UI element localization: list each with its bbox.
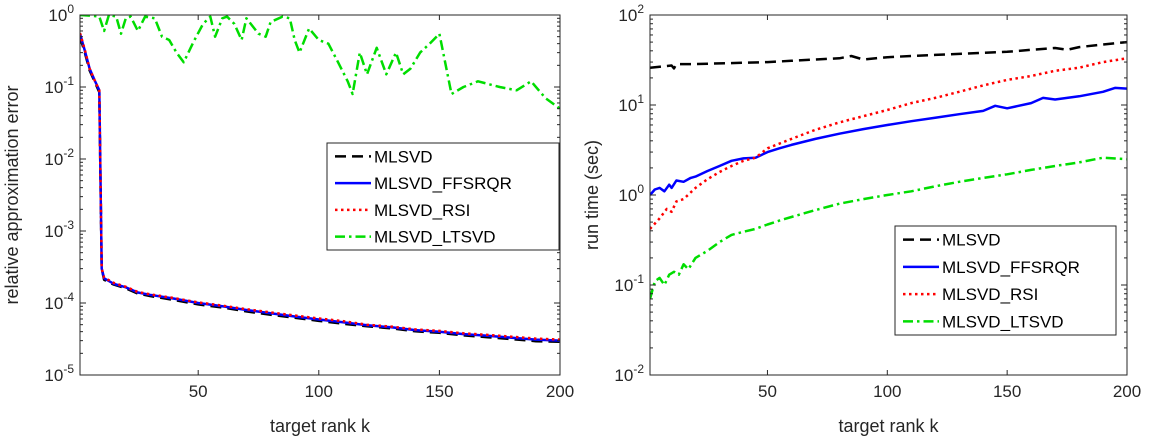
y-tick-base: 10 [44, 222, 63, 241]
legend-label: MLSVD_RSI [942, 285, 1038, 304]
y-tick-exponent: 0 [637, 182, 644, 196]
series-line-mlsvd-rsi [80, 32, 560, 341]
y-tick-label: 102 [618, 2, 644, 25]
y-tick-label: 10-1 [614, 272, 644, 295]
y-tick-exponent: 1 [637, 92, 644, 106]
x-tick-label: 100 [873, 382, 901, 401]
series-group [80, 15, 560, 343]
legend-label: MLSVD [942, 231, 1001, 250]
x-axis-label: target rank k [838, 416, 939, 436]
y-tick-base: 10 [618, 6, 637, 25]
axes-frame [79, 14, 561, 376]
y-tick-exponent: -1 [63, 74, 74, 88]
series-line-mlsvd-ffsrqr [650, 86, 1127, 196]
series-line-mlsvd-ltsvd [80, 15, 560, 110]
y-tick-label: 10-3 [44, 218, 74, 241]
legend-label: MLSVD [374, 147, 433, 166]
y-tick-label: 10-4 [44, 290, 74, 313]
legend: MLSVD MLSVD_FFSRQR MLSVD_RSI MLSVD_LTSVD [326, 142, 560, 251]
legend: MLSVD MLSVD_FFSRQR MLSVD_RSI MLSVD_LTSVD [894, 225, 1117, 336]
y-axis-label: relative approximation error [2, 85, 22, 304]
x-tick-label: 150 [425, 382, 453, 401]
y-tick-exponent: -4 [63, 290, 74, 304]
y-tick-base: 10 [44, 78, 63, 97]
y-tick-base: 10 [614, 366, 633, 385]
x-tick-label: 150 [993, 382, 1021, 401]
legend-label: MLSVD_RSI [374, 201, 470, 220]
x-axis-label: target rank k [270, 416, 371, 436]
x-tick-label: 200 [1113, 382, 1141, 401]
y-tick-base: 10 [44, 366, 63, 385]
y-tick-exponent: -5 [63, 362, 74, 376]
y-tick-exponent: 2 [637, 2, 644, 16]
legend-label: MLSVD_LTSVD [942, 312, 1064, 331]
y-tick-label: 100 [48, 2, 74, 25]
y-tick-exponent: -2 [633, 362, 644, 376]
y-tick-label: 10-2 [614, 362, 644, 385]
y-tick-label: 10-2 [44, 146, 74, 169]
legend-box [894, 225, 1117, 336]
y-tick-base: 10 [618, 96, 637, 115]
legend-label: MLSVD_FFSRQR [374, 174, 512, 193]
y-axis-label: run time (sec) [582, 140, 602, 250]
legend-box [326, 142, 560, 251]
x-tick-label: 200 [546, 382, 574, 401]
y-tick-base: 10 [618, 186, 637, 205]
y-tick-label: 100 [618, 182, 644, 205]
legend-label: MLSVD_FFSRQR [942, 258, 1080, 277]
y-tick-base: 10 [44, 150, 63, 169]
y-tick-exponent: 0 [67, 2, 74, 16]
x-tick-label: 50 [189, 382, 208, 401]
y-tick-label: 101 [618, 92, 644, 115]
series-line-mlsvd-ltsvd [650, 156, 1127, 300]
y-tick-exponent: -1 [633, 272, 644, 286]
x-tick-label: 50 [758, 382, 777, 401]
y-tick-label: 10-5 [44, 362, 74, 385]
y-tick-base: 10 [614, 276, 633, 295]
y-tick-exponent: -3 [63, 218, 74, 232]
y-tick-base: 10 [48, 6, 67, 25]
y-tick-exponent: -2 [63, 146, 74, 160]
series-line-mlsvd [650, 40, 1127, 70]
x-tick-label: 100 [305, 382, 333, 401]
legend-label: MLSVD_LTSVD [374, 228, 496, 247]
y-tick-label: 10-1 [44, 74, 74, 97]
y-tick-base: 10 [44, 294, 63, 313]
series-group [650, 40, 1127, 300]
chart-1: 50 100 150 20010-510-410-310-210-1100target… [2, 2, 574, 436]
